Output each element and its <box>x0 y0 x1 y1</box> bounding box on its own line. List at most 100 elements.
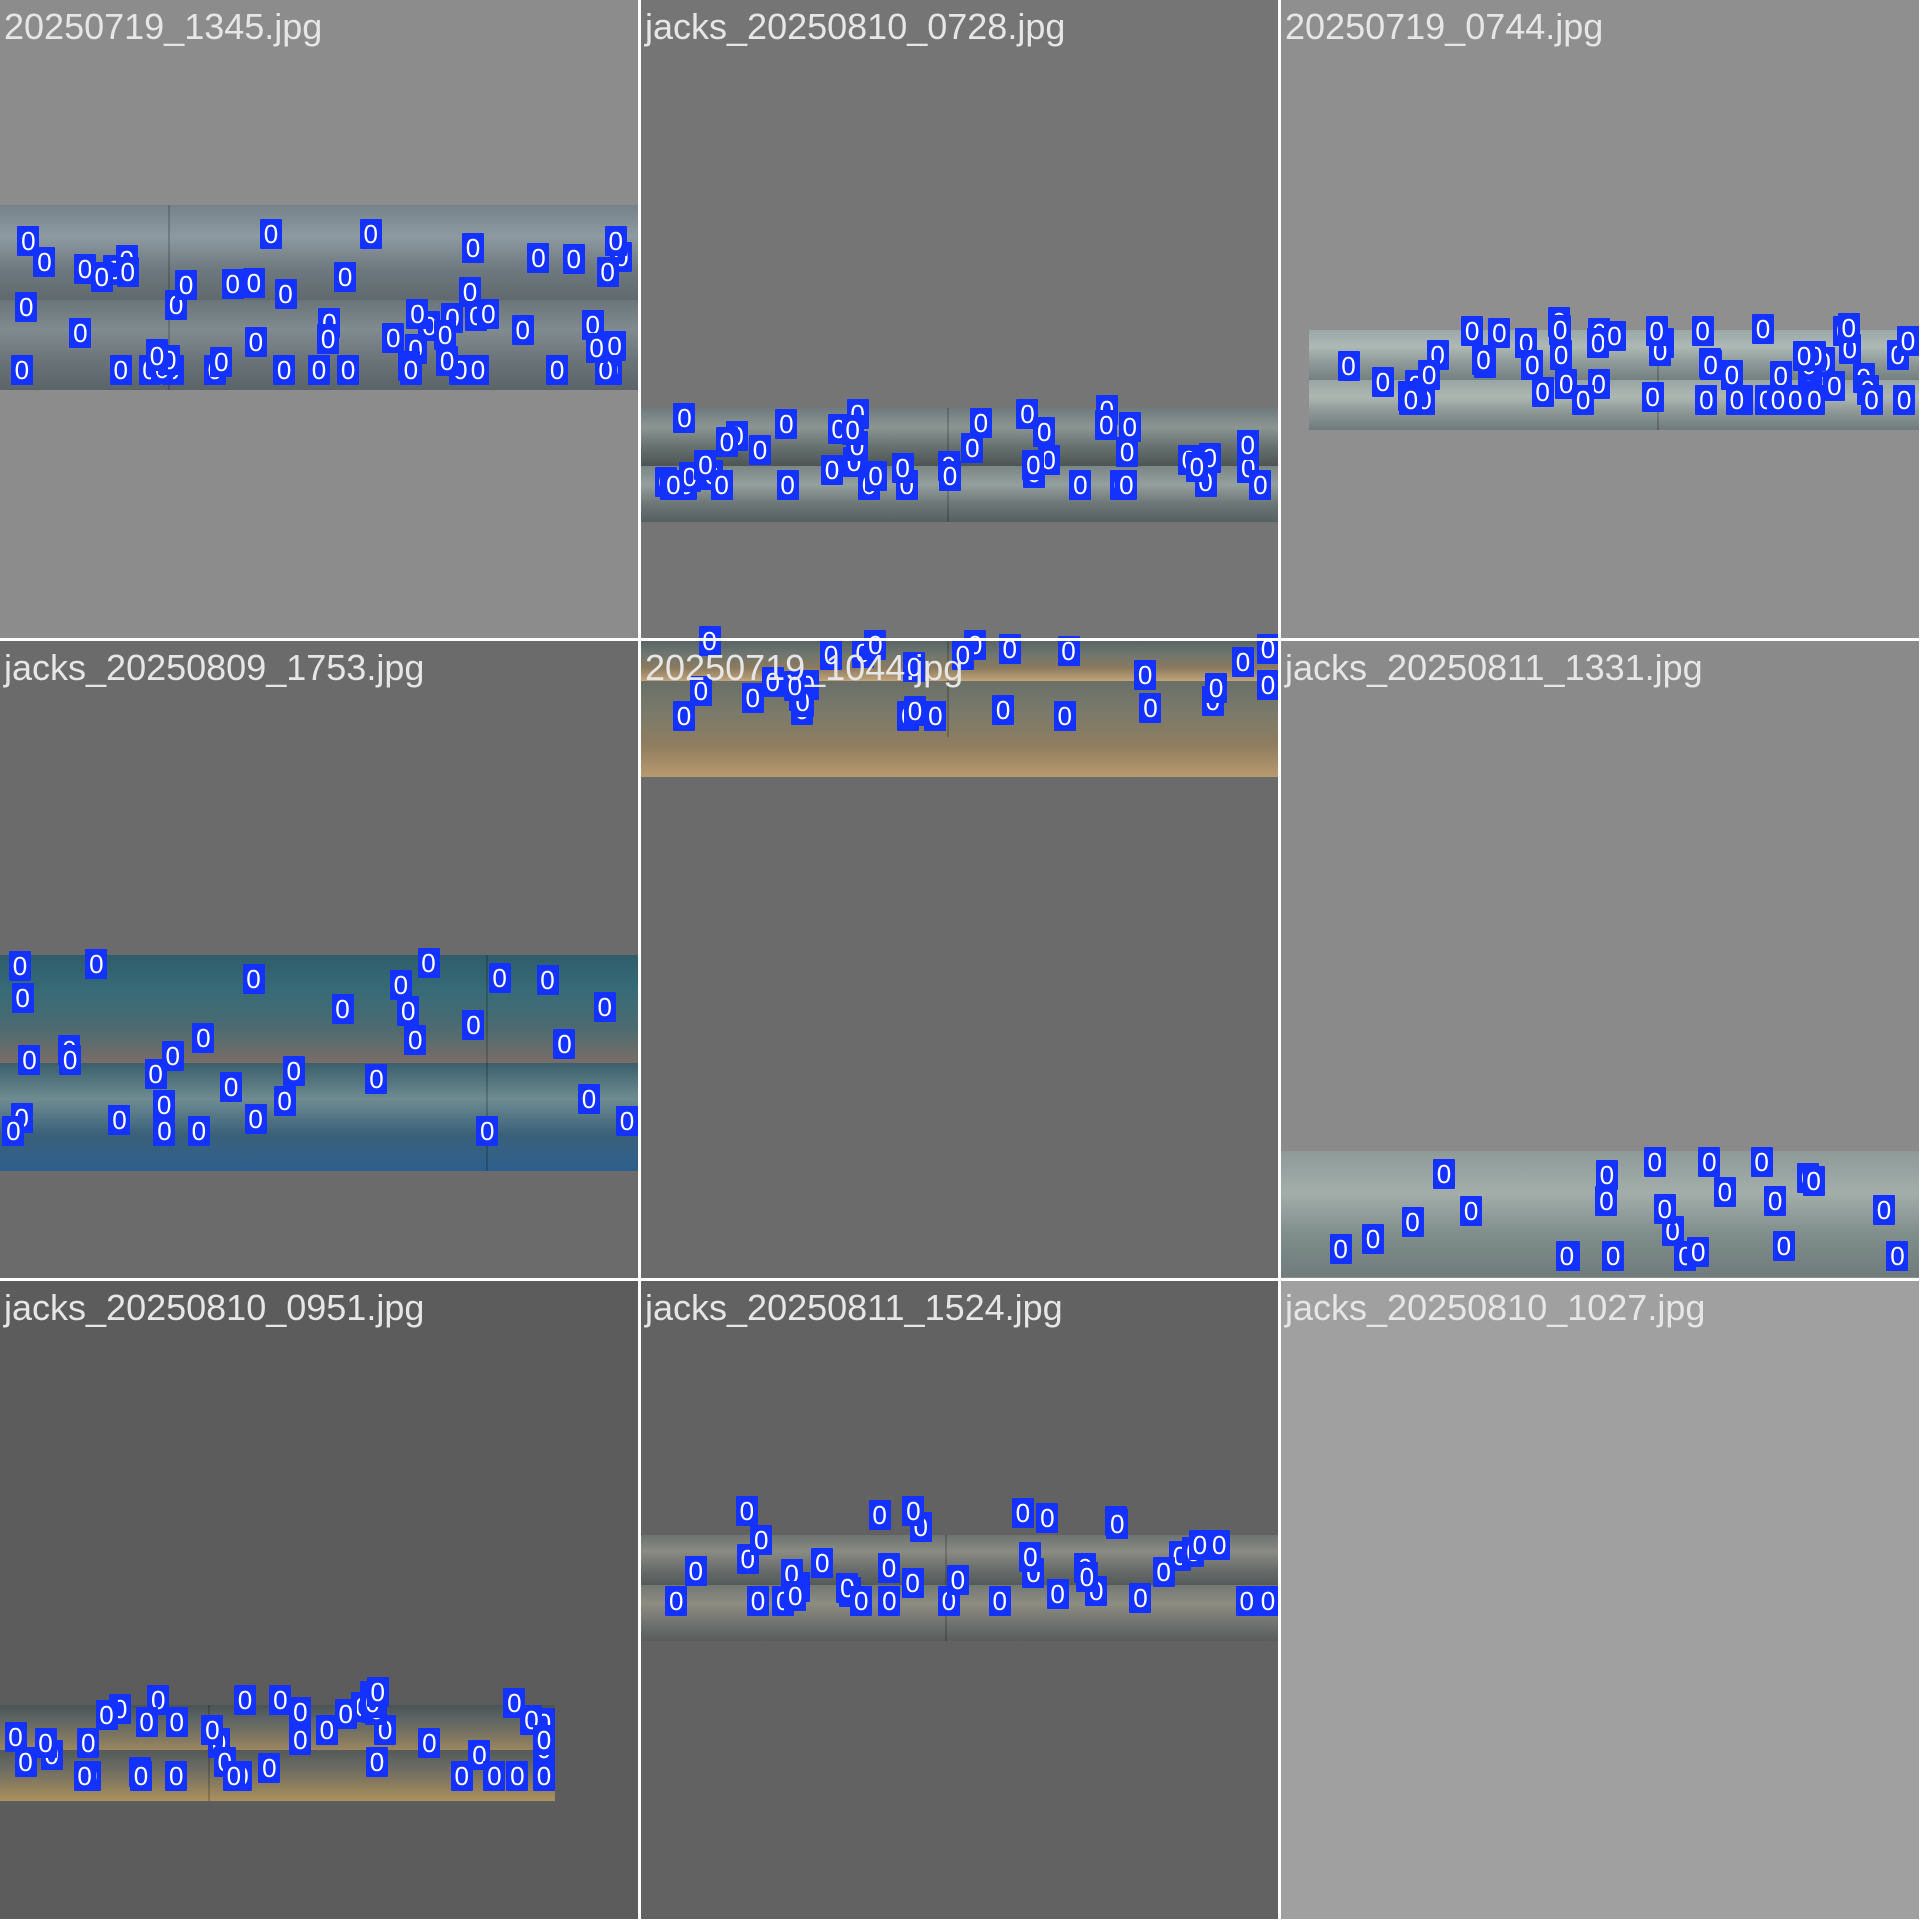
detection-box-label: 0 <box>1713 1177 1736 1208</box>
detection-box-label: 0 <box>289 1697 312 1728</box>
detection-box-label: 0 <box>18 1045 41 1076</box>
detection-box-label: 0 <box>1022 449 1045 480</box>
detection-box-label: 0 <box>578 1084 600 1115</box>
detection-box-label: 0 <box>998 633 1021 664</box>
detection-box-label: 0 <box>476 1116 499 1146</box>
detection-box-label: 0 <box>684 1556 707 1587</box>
detection-box-label: 0 <box>459 276 482 307</box>
detection-box-label: 0 <box>4 1722 27 1753</box>
detection-box-label: 0 <box>1767 384 1790 415</box>
detection-box-label: 0 <box>1595 1185 1618 1216</box>
detection-box-label: 0 <box>135 1707 158 1738</box>
detection-box-label: 0 <box>259 219 282 250</box>
detection-box-label: 0 <box>689 675 712 706</box>
detection-box-label: 0 <box>1205 672 1228 703</box>
grid-divider <box>638 0 641 1920</box>
detection-box-label: 0 <box>748 434 771 465</box>
detection-box-label: 0 <box>1823 371 1846 402</box>
detection-box-label: 0 <box>1595 1160 1618 1191</box>
detection-box-label: 0 <box>1134 659 1157 690</box>
detection-box-label: 0 <box>533 1761 555 1791</box>
detection-box-label: 0 <box>467 355 490 385</box>
grid-divider <box>0 1278 1920 1281</box>
detection-box-label: 0 <box>878 1586 901 1616</box>
detection-box-label: 0 <box>850 1586 873 1616</box>
detection-box-label: 0 <box>1531 376 1554 407</box>
detection-box-label: 0 <box>1129 1583 1152 1614</box>
detection-box-label: 0 <box>289 1725 312 1756</box>
detection-box-label: 0 <box>1337 350 1360 381</box>
detection-box-label: 0 <box>1361 1223 1384 1254</box>
detection-box-label: 0 <box>269 1684 292 1715</box>
tile-filename: jacks_20250810_0728.jpg <box>645 6 1066 47</box>
detection-box-label: 0 <box>1053 701 1076 731</box>
detection-box-label: 0 <box>1188 1529 1211 1560</box>
detection-box-label: 0 <box>273 1086 296 1117</box>
detection-box-label: 0 <box>116 256 139 287</box>
tile-filename: jacks_20250810_1027.jpg <box>1285 1287 1706 1328</box>
detection-box-label: 0 <box>1893 385 1916 415</box>
detection-box-label: 0 <box>10 355 33 385</box>
detection-box-label: 0 <box>365 1064 388 1095</box>
detection-box-label: 0 <box>864 629 887 660</box>
detection-box-label: 0 <box>161 1040 184 1071</box>
detection-box-label: 0 <box>418 1727 441 1758</box>
detection-box-label: 0 <box>1236 430 1259 461</box>
detection-box-label: 0 <box>11 982 34 1013</box>
detection-box-label: 0 <box>1249 470 1272 500</box>
detection-box-label: 0 <box>1401 1207 1424 1238</box>
detection-box-label: 0 <box>1057 635 1080 666</box>
detection-box-label: 0 <box>1521 350 1544 381</box>
detection-box-label: 0 <box>673 402 696 433</box>
detection-box-label: 0 <box>1698 1146 1721 1177</box>
detection-box-label: 0 <box>1695 385 1718 415</box>
box-layer: 0000000000000000000000000000000000000000… <box>641 0 1279 638</box>
detection-box-label: 0 <box>665 1586 688 1616</box>
detection-box-label: 0 <box>1687 1236 1710 1267</box>
detection-box-label: 0 <box>1095 410 1118 441</box>
detection-box-label: 0 <box>334 262 357 293</box>
tile-jacks-20250810-1027: jacks_20250810_1027.jpg <box>1281 1281 1919 1919</box>
detection-box-label: 0 <box>820 639 843 670</box>
detection-box-label: 0 <box>761 667 784 698</box>
detection-box-label: 0 <box>461 232 484 263</box>
box-layer: 0000000000000000000000000000000000000000… <box>0 1281 638 1919</box>
tile-background <box>641 0 1279 638</box>
detection-box-label: 0 <box>1645 316 1668 347</box>
detection-box-label: 0 <box>1764 1185 1787 1216</box>
detection-box-label: 0 <box>108 1105 131 1136</box>
detection-box-label: 0 <box>527 242 550 273</box>
detection-box-label: 0 <box>1011 1498 1034 1529</box>
detection-box-label: 0 <box>1653 1194 1676 1225</box>
detection-box-label: 0 <box>1772 1230 1795 1261</box>
detection-box-label: 0 <box>1720 359 1743 390</box>
detection-box-label: 0 <box>710 470 733 500</box>
detection-box-label: 0 <box>406 298 429 329</box>
tile-background <box>1281 1281 1919 1919</box>
detection-box-label: 0 <box>192 1023 215 1054</box>
detection-box-label: 0 <box>85 948 108 979</box>
detection-box-label: 0 <box>334 1698 357 1729</box>
detection-box-label: 0 <box>210 346 233 377</box>
detection-box-label: 0 <box>109 355 132 385</box>
detection-box-label: 0 <box>1784 385 1807 415</box>
detection-box-label: 0 <box>69 318 92 349</box>
detection-box-label: 0 <box>165 1761 188 1791</box>
detection-box-label: 0 <box>903 652 926 683</box>
detection-box-label: 0 <box>533 1724 555 1755</box>
tile-filename: 20250719_0744.jpg <box>1285 6 1604 47</box>
detection-box-label: 0 <box>1472 344 1495 375</box>
detection-box-label: 0 <box>201 1714 224 1745</box>
detection-box-label: 0 <box>961 433 984 464</box>
detection-box-label: 0 <box>273 355 296 385</box>
detection-box-label: 0 <box>741 682 764 713</box>
detection-box-label: 0 <box>1329 1233 1352 1264</box>
detection-box-label: 0 <box>546 355 569 385</box>
detection-box-label: 0 <box>715 427 738 458</box>
detection-box-label: 0 <box>841 415 864 446</box>
detection-box-label: 0 <box>242 964 265 995</box>
detection-box-label: 0 <box>315 1715 338 1746</box>
